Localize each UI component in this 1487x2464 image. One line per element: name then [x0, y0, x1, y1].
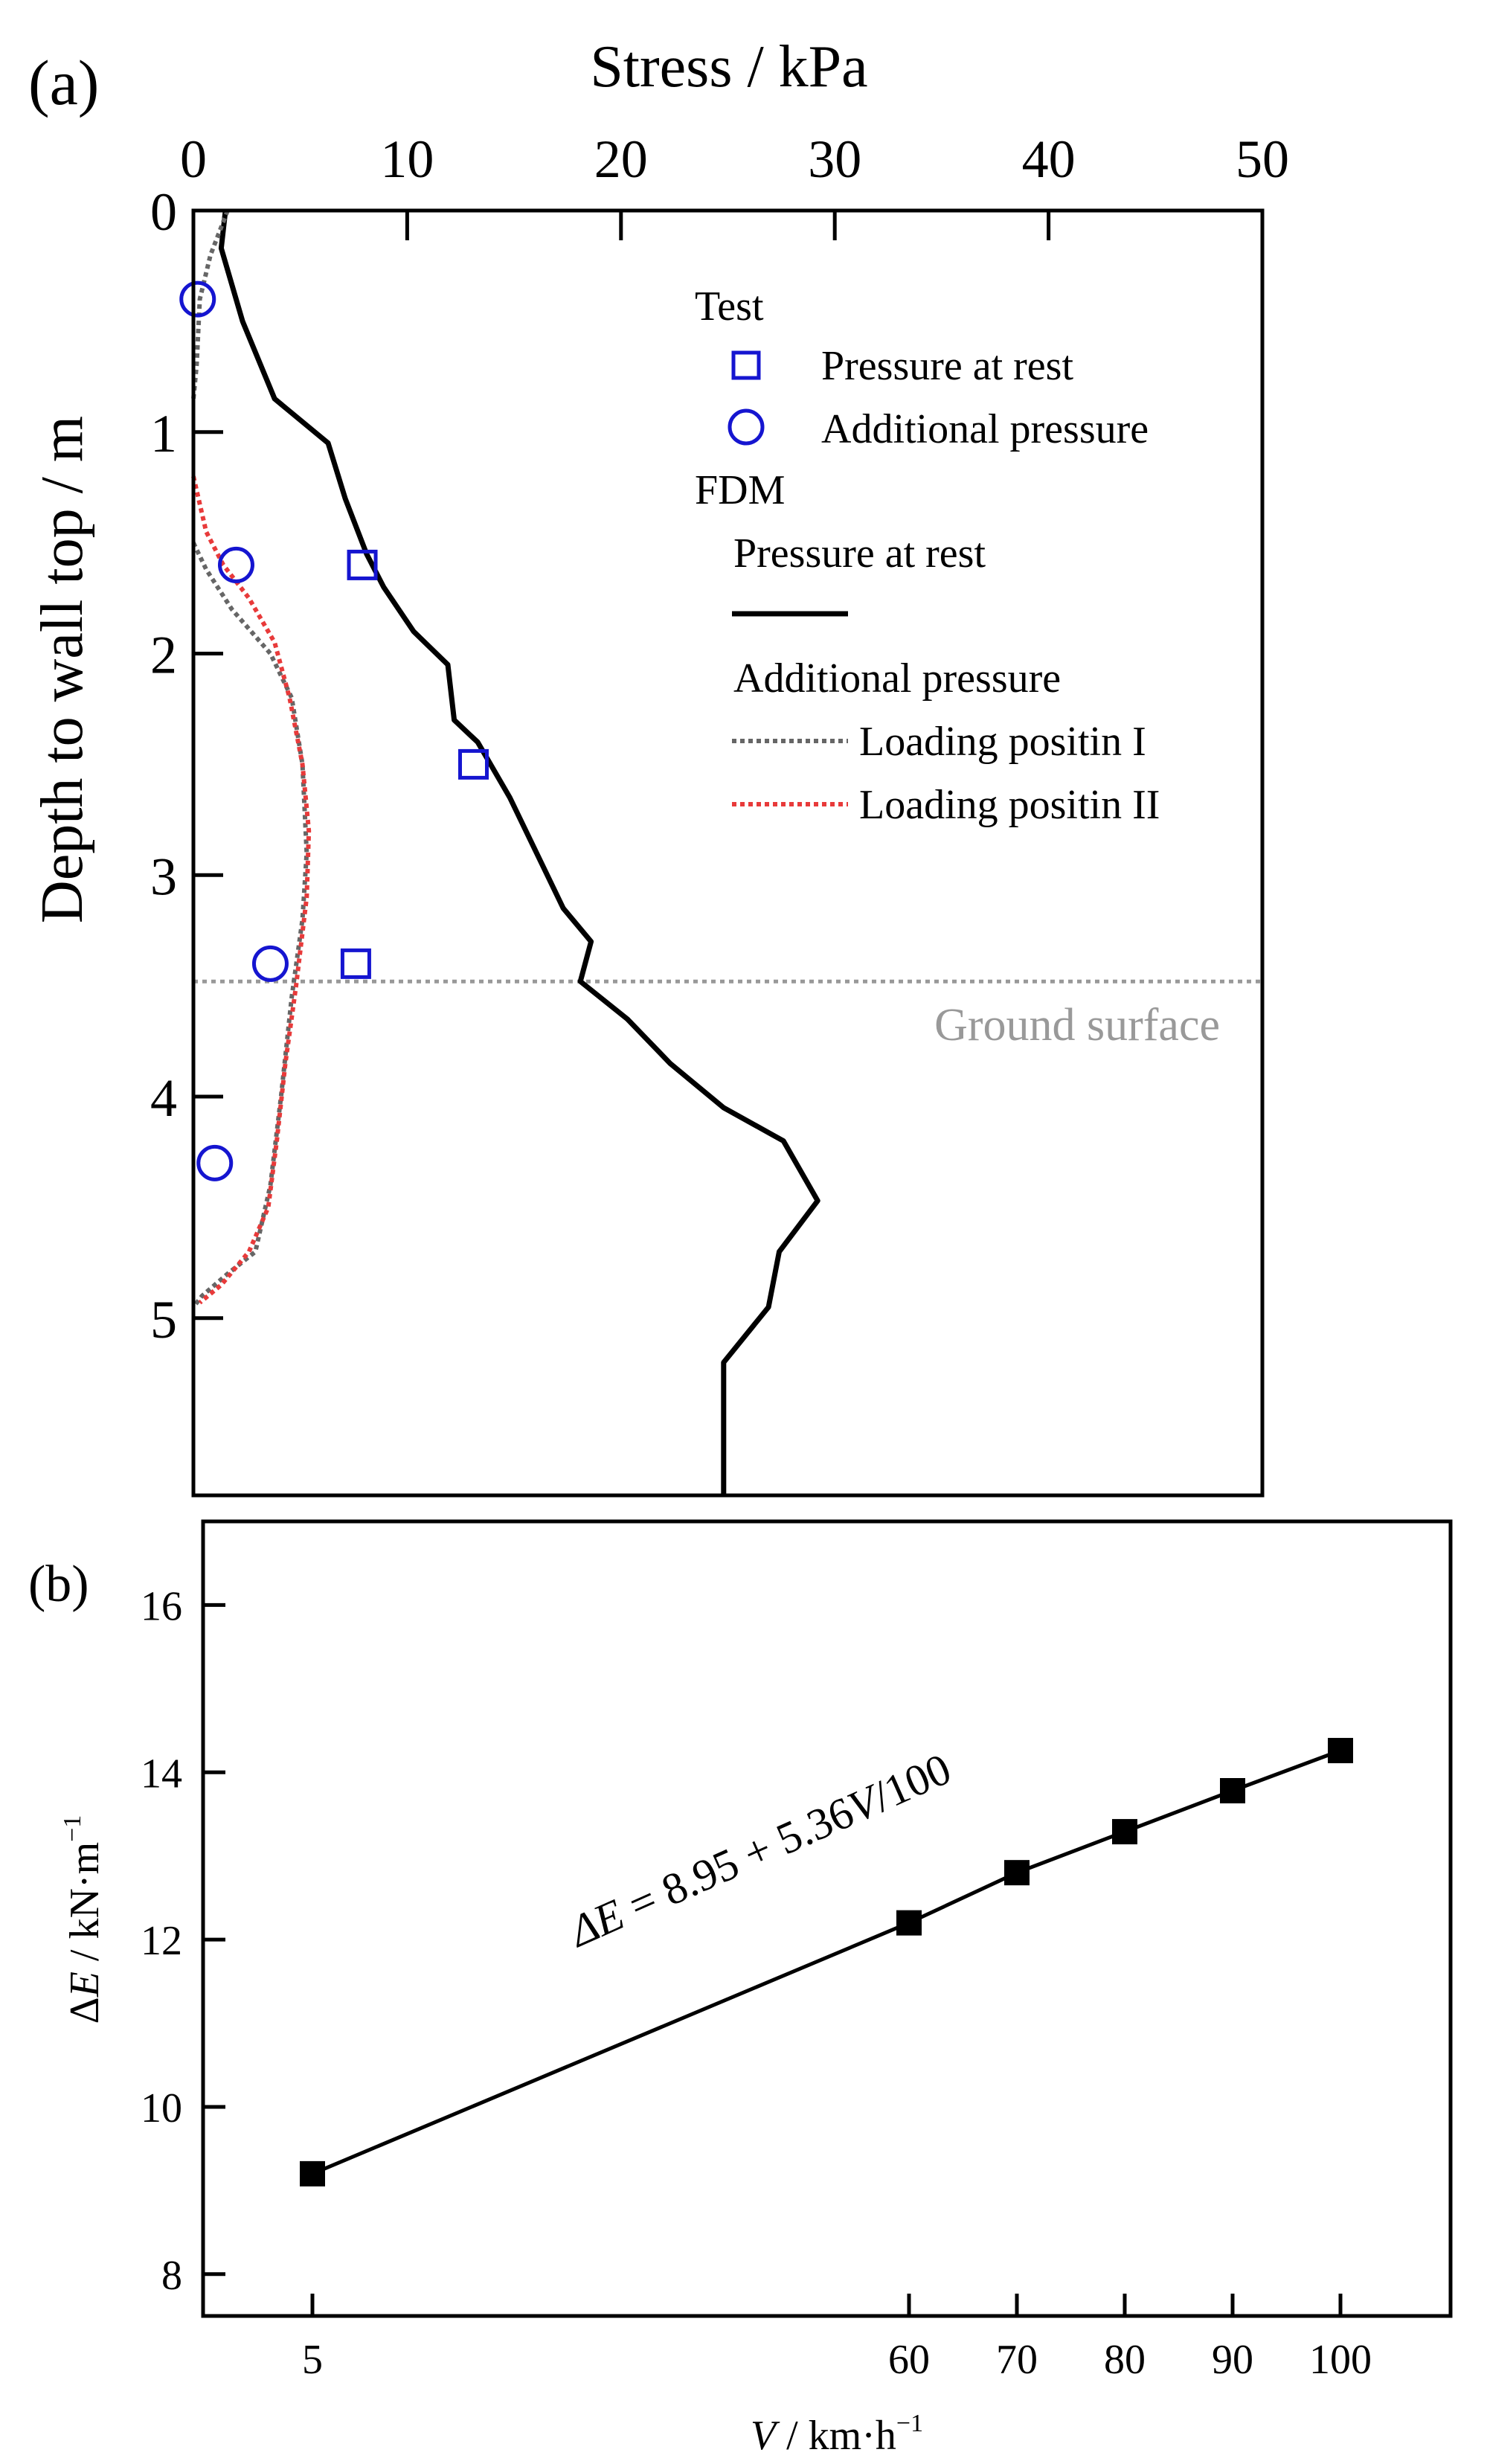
panel-b-x-ticks: 5 60 70 80 90 100: [302, 2294, 1372, 2383]
b-y-tick-label: 16: [141, 1583, 182, 1629]
panel-a-legend: Test Pressure at rest Additional pressur…: [695, 283, 1160, 828]
panel-a-test-markers: [179, 280, 489, 1181]
b-data-point: [1220, 1777, 1245, 1803]
panel-b-y-axis-title: ΔE / kN·m−1: [59, 1815, 108, 2024]
b-y-tick-label: 14: [141, 1751, 182, 1797]
a-y-tick-label: 4: [150, 1068, 177, 1128]
panel-a: (a) Stress / kPa Depth to wall top / m 0…: [28, 34, 1289, 1498]
panel-a-x-axis-title: Stress / kPa: [590, 34, 867, 100]
panel-b-x-axis-title: V / km·h−1: [751, 2410, 923, 2459]
a-y-tick-label: 2: [150, 626, 177, 685]
b-data-point: [1328, 1738, 1353, 1764]
b-fit-line: [312, 1748, 1341, 2176]
a-x-tick-label: 50: [1236, 129, 1289, 189]
a-x-tick-label: 40: [1022, 129, 1076, 189]
legend-square-marker: [731, 350, 761, 380]
b-data-point: [300, 2160, 325, 2187]
b-x-tick-label: 100: [1309, 2337, 1372, 2383]
legend-loading-2: Loading positin II: [859, 782, 1160, 828]
b-x-tick-label: 60: [888, 2337, 930, 2383]
b-data-point: [1004, 1860, 1030, 1886]
legend-loading-1: Loading positin I: [859, 719, 1146, 765]
panel-b-markers: [300, 1738, 1353, 2187]
test-additional-circle: [217, 546, 254, 583]
b-x-tick-label: 90: [1212, 2337, 1253, 2383]
legend-test-add: Additional pressure: [821, 406, 1149, 452]
a-x-tick-label: 0: [180, 129, 207, 189]
a-y-tick-label: 5: [150, 1290, 177, 1350]
legend-fdm-rest: Pressure at rest: [733, 530, 986, 577]
panel-a-label: (a): [28, 47, 99, 118]
legend-fdm-add: Additional pressure: [733, 655, 1061, 702]
test-additional-circle: [251, 945, 289, 982]
a-y-tick-label: 3: [150, 847, 177, 906]
b-data-point: [1112, 1819, 1137, 1845]
test-rest-square: [457, 748, 489, 780]
legend-circle-marker: [728, 408, 765, 446]
legend-fdm-header: FDM: [695, 467, 785, 513]
a-x-tick-label: 20: [594, 129, 648, 189]
b-y-tick-label: 10: [141, 2085, 182, 2131]
panel-b-frame: [201, 1519, 1453, 2318]
a-y-tick-label: 1: [150, 404, 177, 463]
a-y-tick-label: 0: [150, 182, 177, 242]
b-x-tick-label: 70: [996, 2337, 1038, 2383]
panel-b-series: [312, 1748, 1341, 2176]
b-x-tick-label: 5: [302, 2337, 323, 2383]
b-x-tick-label: 80: [1104, 2337, 1146, 2383]
a-series-line-1: [191, 209, 230, 400]
test-rest-square: [340, 948, 371, 979]
a-x-tick-label: 30: [808, 129, 861, 189]
a-x-tick-label: 10: [380, 129, 434, 189]
ground-surface-label: Ground surface: [934, 1000, 1220, 1050]
test-additional-circle: [196, 1144, 234, 1181]
panel-b-label: (b): [28, 1556, 89, 1613]
b-y-tick-label: 12: [141, 1918, 182, 1964]
panel-a-y-ticks: 0 1 2 3 4 5: [150, 182, 223, 1350]
a-series-line-0: [218, 210, 820, 1495]
panel-b-y-ticks: 8 10 12 14 16: [141, 1583, 225, 2299]
b-y-tick-label: 8: [161, 2253, 182, 2299]
panel-a-frame: [191, 208, 1265, 1498]
legend-test-header: Test: [695, 283, 764, 330]
panel-a-y-axis-title: Depth to wall top / m: [30, 416, 95, 923]
legend-test-rest: Pressure at rest: [821, 343, 1073, 389]
test-additional-circle: [179, 280, 216, 318]
test-rest-square: [347, 549, 378, 580]
b-data-point: [896, 1910, 922, 1936]
